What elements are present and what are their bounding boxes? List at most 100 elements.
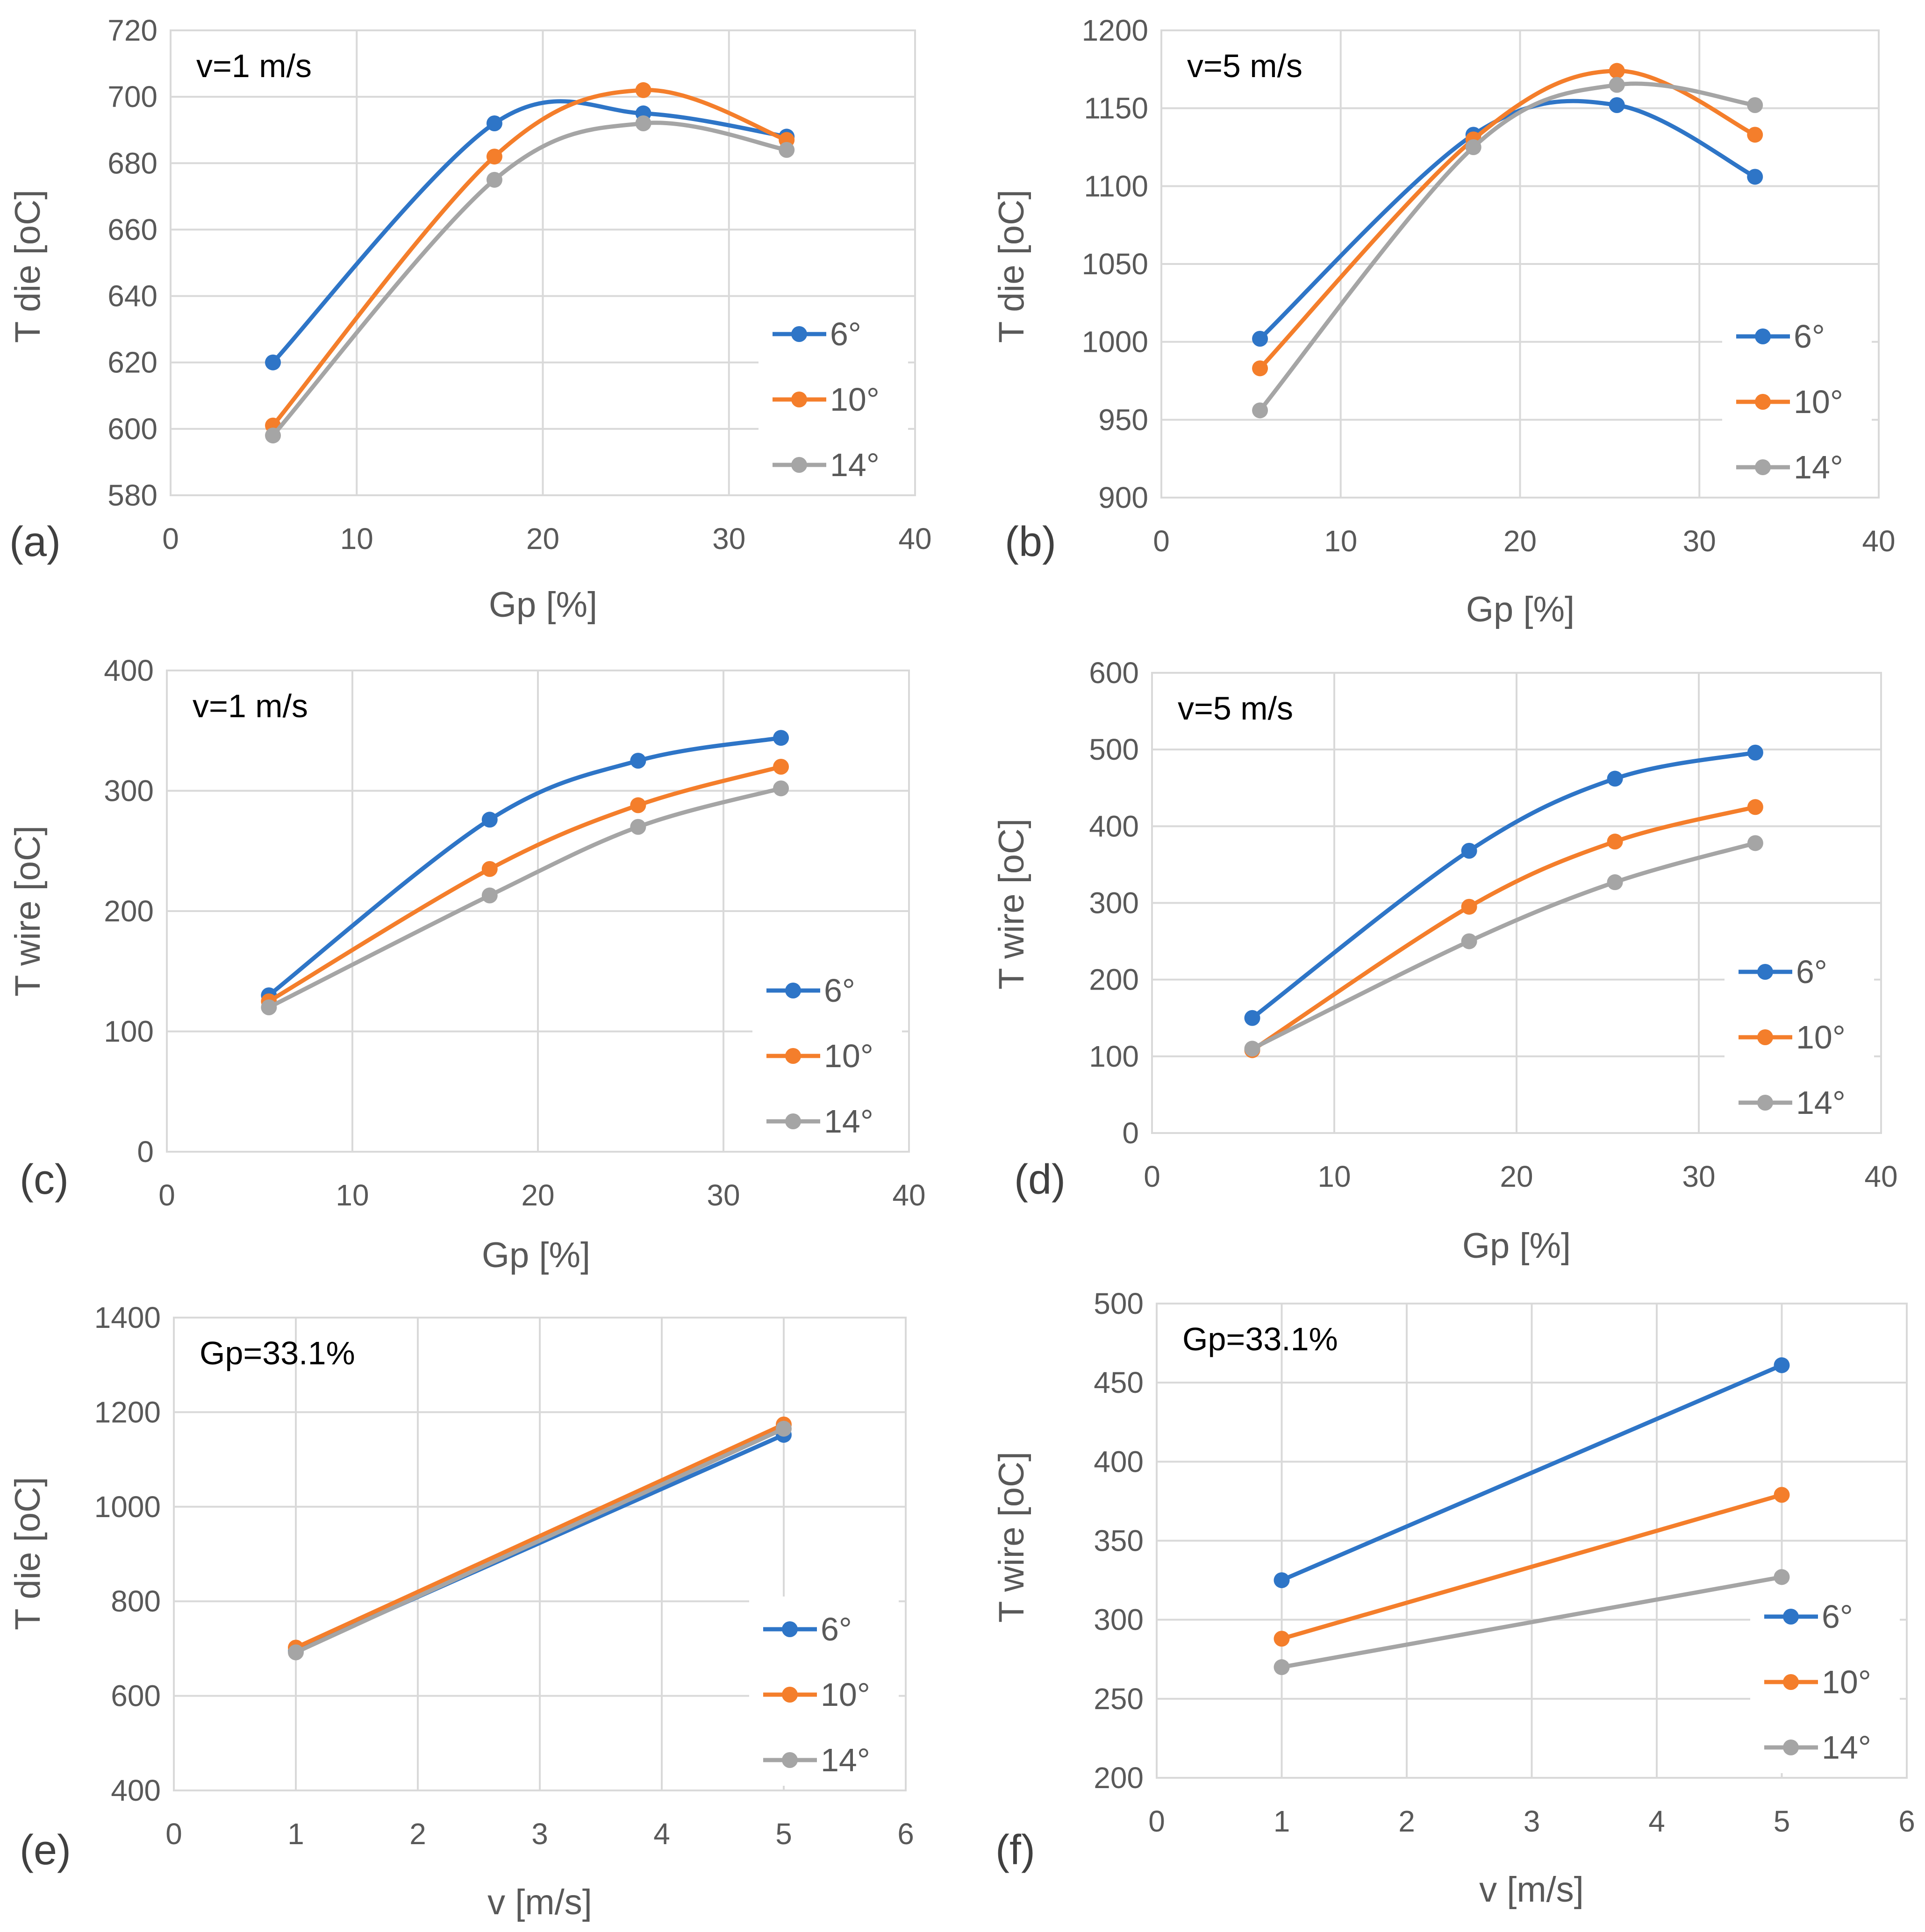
x-tick-label: 5: [775, 1817, 792, 1851]
data-point: [1252, 360, 1268, 377]
x-tick-label: 2: [1398, 1804, 1415, 1838]
x-tick-label: 40: [1862, 524, 1895, 558]
y-tick-label: 200: [1094, 1761, 1144, 1795]
legend-swatch-marker: [791, 457, 807, 473]
data-point: [1274, 1631, 1290, 1647]
y-tick-label: 300: [1089, 886, 1139, 920]
y-tick-label: 100: [104, 1015, 154, 1048]
panel-e: 400 600 800 1000 1200 1400 0 1 2 3 4 5 6 v [m/s] T die…: [8, 1301, 914, 1922]
series-line-14deg: [1280, 1575, 1784, 1669]
y-tick-label: 1050: [1082, 247, 1148, 281]
x-tick-label: 5: [1774, 1804, 1790, 1838]
y-tick-label: 1000: [1082, 325, 1148, 359]
y-tick-label: 300: [104, 774, 154, 808]
panel-c: 0 100 200 300 400 0 10 20 30 40 Gp [%] T wire [oC] (…: [8, 654, 926, 1275]
series-line-6deg: [1250, 750, 1758, 1020]
data-point: [1747, 744, 1763, 761]
data-point: [1609, 97, 1625, 113]
y-axis-label: T wire [oC]: [992, 1452, 1031, 1623]
panel-label: (f): [995, 1827, 1035, 1874]
y-tick-label: 0: [137, 1135, 154, 1169]
series-line-10deg: [1250, 805, 1758, 1053]
data-point: [481, 861, 498, 877]
y-tick-label: 500: [1094, 1287, 1144, 1320]
x-axis-label: Gp [%]: [1462, 1226, 1571, 1266]
x-tick-label: 40: [1864, 1160, 1897, 1193]
legend-swatch-marker: [785, 1113, 801, 1129]
x-tick-label: 0: [165, 1817, 182, 1851]
legend-label: 10°: [1822, 1664, 1871, 1700]
legend-swatch-marker: [782, 1621, 798, 1637]
legend-label: 6°: [821, 1611, 852, 1647]
y-tick-label: 400: [104, 654, 154, 687]
x-tick-label: 3: [531, 1817, 548, 1851]
legend-swatch-marker: [785, 1048, 801, 1064]
series-line-14deg: [293, 1426, 786, 1654]
y-axis-label: T wire [oC]: [8, 826, 48, 997]
data-point: [1607, 770, 1623, 787]
x-tick-label: 10: [1324, 524, 1357, 558]
legend-label: 14°: [1796, 1084, 1846, 1121]
data-point: [1274, 1659, 1290, 1675]
data-point: [1607, 834, 1623, 850]
legend-label: 10°: [821, 1676, 870, 1713]
legend-label: 10°: [1794, 384, 1843, 420]
data-point: [630, 753, 646, 769]
legend-label: 6°: [1796, 954, 1827, 990]
series-line-10deg: [266, 764, 783, 1004]
x-tick-label: 6: [897, 1817, 914, 1851]
y-tick-label: 200: [1089, 963, 1139, 997]
x-tick-label: 0: [1148, 1804, 1165, 1838]
panel-annotation: Gp=33.1%: [200, 1335, 355, 1371]
data-point: [1607, 874, 1623, 891]
x-tick-label: 40: [892, 1178, 925, 1212]
legend-label: 10°: [1796, 1019, 1846, 1055]
x-tick-label: 0: [1144, 1160, 1160, 1193]
panel-b: 900 950 1000 1050 1100 1150 1200 0 10 20 30 40 Gp [%…: [992, 14, 1896, 629]
y-tick-label: 620: [107, 346, 157, 379]
data-point: [773, 780, 789, 797]
data-point: [1747, 127, 1763, 143]
y-tick-label: 900: [1098, 481, 1148, 514]
y-tick-label: 800: [111, 1584, 161, 1618]
data-point: [1774, 1357, 1790, 1373]
legend-label: 6°: [824, 972, 855, 1009]
data-point: [265, 428, 281, 444]
x-axis-label: Gp [%]: [482, 1235, 590, 1275]
panel-d: 0 100 200 300 400 500 600 0 10 20 30 40 Gp [%] T wire…: [992, 656, 1898, 1266]
data-point: [481, 812, 498, 828]
panel-f: 200 250 300 350 400 450 500 0 1 2 3 4 5 6 v [m/s] T wir…: [992, 1287, 1915, 1910]
y-tick-label: 1150: [1084, 92, 1148, 125]
panel-label: (d): [1014, 1156, 1066, 1203]
data-point: [1774, 1487, 1790, 1503]
data-point: [1252, 402, 1268, 419]
panel-a: 580 600 620 640 660 680 700 720 0 10 20 30 40 Gp [%] T…: [8, 14, 932, 625]
x-tick-label: 6: [1898, 1804, 1915, 1838]
y-tick-label: 450: [1094, 1366, 1144, 1399]
series-line-6deg: [266, 735, 783, 998]
x-tick-label: 4: [653, 1817, 670, 1851]
legend-swatch-marker: [791, 326, 807, 342]
data-point: [1465, 139, 1481, 155]
legend-swatch-marker: [1783, 1740, 1799, 1755]
series-line-14deg: [1250, 841, 1758, 1051]
data-point: [486, 115, 502, 131]
y-tick-label: 1200: [94, 1395, 161, 1429]
x-axis-label: v [m/s]: [1479, 1870, 1584, 1910]
legend-label: 10°: [830, 381, 880, 418]
legend-swatch-marker: [782, 1687, 798, 1703]
legend-swatch-marker: [785, 983, 801, 998]
legend-swatch-marker: [1757, 1029, 1773, 1045]
x-tick-label: 20: [1500, 1160, 1533, 1193]
x-tick-label: 4: [1648, 1804, 1665, 1838]
data-point: [1747, 169, 1763, 185]
data-point: [779, 142, 795, 158]
data-point: [486, 171, 502, 188]
x-tick-label: 0: [158, 1178, 175, 1212]
x-tick-label: 10: [1317, 1160, 1351, 1193]
y-axis-label: T wire [oC]: [992, 819, 1031, 990]
series-line-10deg: [271, 88, 789, 428]
data-point: [635, 82, 651, 98]
data-point: [1747, 835, 1763, 851]
data-point: [486, 149, 502, 165]
